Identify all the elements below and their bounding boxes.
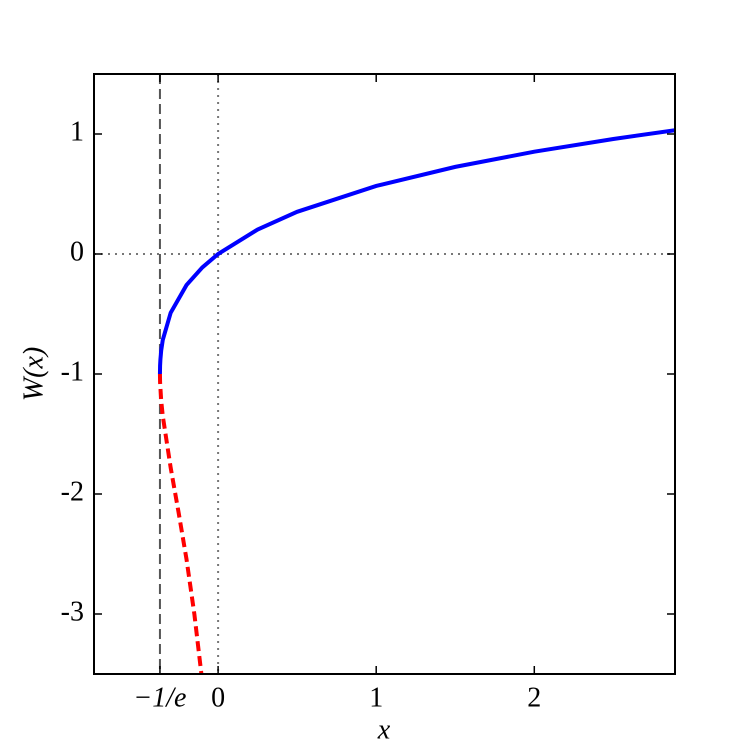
plot-area <box>157 128 675 674</box>
x-tick-label: 0 <box>211 682 225 713</box>
y-tick-label: -3 <box>61 596 84 627</box>
x-axis-label: x <box>377 714 391 745</box>
y-tick-label: -1 <box>61 356 84 387</box>
x-tick-label: −1/e <box>133 682 186 713</box>
y-axis-label: W(x) <box>18 347 49 401</box>
x-tick-label: 2 <box>527 682 541 713</box>
line-series <box>157 373 204 674</box>
y-tick-label: 1 <box>70 116 84 147</box>
x-tick-label: 1 <box>369 682 383 713</box>
y-tick-label: -2 <box>61 476 84 507</box>
line-series <box>157 128 675 375</box>
y-tick-label: 0 <box>70 236 84 267</box>
